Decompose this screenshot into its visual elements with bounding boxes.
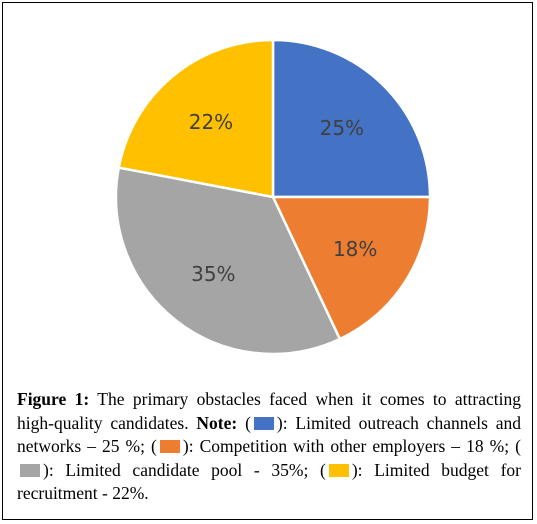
- caption-text: The primary obstacles faced when it come…: [17, 389, 521, 433]
- legend-swatch-gray: [20, 463, 40, 477]
- caption-open-paren: (: [245, 412, 251, 433]
- slice-data-label-1: 25%: [320, 116, 364, 140]
- caption-item-3: ): Limited candidate pool - 35%; (: [43, 459, 326, 480]
- pie-chart: 25% 18% 35% 22%: [114, 38, 432, 356]
- figure-caption: Figure 1: The primary obstacles faced wh…: [17, 388, 521, 506]
- note-label: Note:: [196, 412, 238, 433]
- caption-item-4: ): Limited budget for recruitment - 22%.: [17, 459, 521, 504]
- legend-swatch-orange: [159, 440, 180, 453]
- legend-swatch-blue: [253, 416, 274, 430]
- slice-data-label-2: 18%: [333, 237, 377, 261]
- figure-label: Figure 1:: [17, 389, 90, 409]
- caption-item-2: ): Competition with other employers – 18…: [182, 436, 521, 456]
- pie-slice-2: [271, 195, 432, 341]
- slice-data-label-3: 35%: [191, 262, 235, 286]
- caption-item-1: ): Limited outreach channels and network…: [17, 412, 521, 457]
- pie-slice-4: [117, 38, 275, 199]
- legend-swatch-yellow: [328, 463, 349, 477]
- slice-data-label-4: 22%: [189, 110, 233, 134]
- pie-slice-3: [114, 166, 342, 356]
- pie-slice-1: [271, 38, 432, 199]
